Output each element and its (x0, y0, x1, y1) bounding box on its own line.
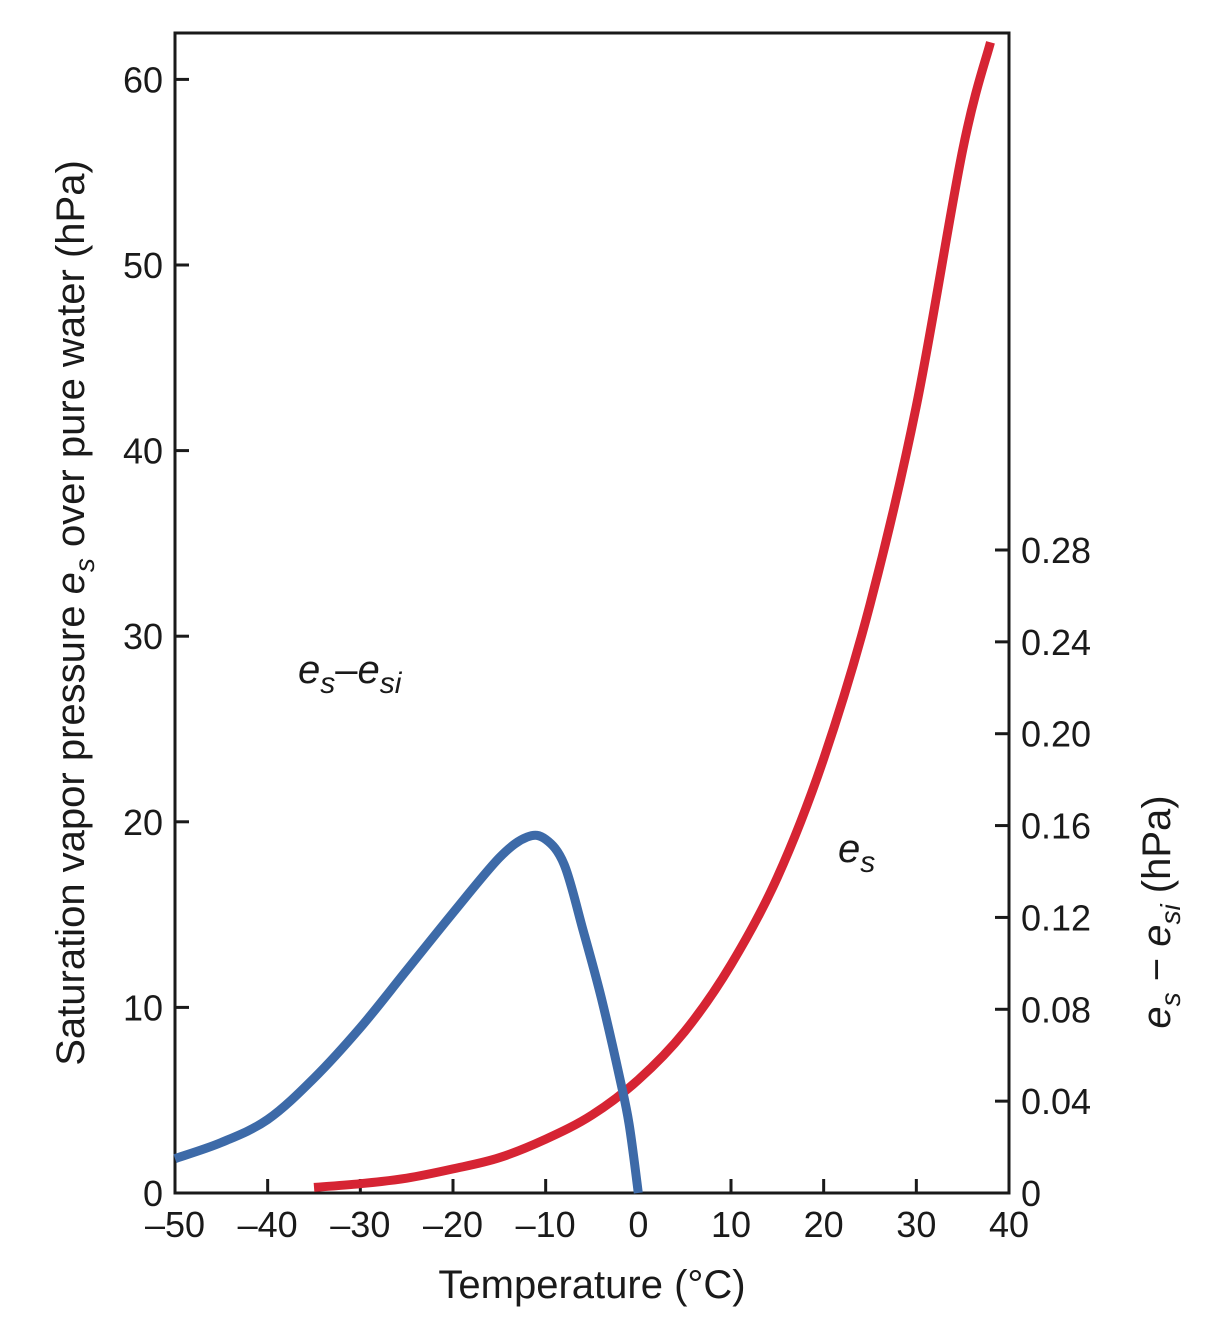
series-line-es (313, 41, 995, 1192)
y-axis-title-suffix: over pure water (hPa) (49, 160, 93, 558)
y2-axis-title-subscript2: si (1155, 904, 1186, 925)
series-label-es-minus-esi-subscript1: s (320, 667, 335, 700)
series-line-es-minus-esi (173, 830, 643, 1194)
y2-tick-label: 0.20 (1021, 714, 1091, 755)
y2-axis-title: es − esi (hPa) (1135, 795, 1186, 1028)
y-tick-label: 60 (123, 59, 163, 100)
y2-axis-title-operator: − (1135, 947, 1179, 993)
y-tick-label: 10 (123, 987, 163, 1028)
series-label-es-minus-esi-symbol1: e (298, 648, 320, 692)
x-tick-label: –40 (238, 1204, 298, 1245)
series-label-es-minus-esi-operator: – (335, 648, 358, 692)
y-axis-title-symbol: e (49, 572, 93, 594)
x-tick-label: 40 (989, 1204, 1029, 1245)
y2-tick-label: 0.28 (1021, 530, 1091, 571)
y2-tick-label: 0.08 (1021, 989, 1091, 1030)
x-tick-label: 30 (896, 1204, 936, 1245)
y-tick-label: 50 (123, 245, 163, 286)
y-axis-ticks: 0 10 20 30 40 50 60 (123, 59, 189, 1214)
y2-tick-label: 0.12 (1021, 897, 1091, 938)
y2-tick-label: 0.04 (1021, 1081, 1091, 1122)
series-lines (173, 41, 995, 1194)
y-tick-label: 40 (123, 431, 163, 472)
y-tick-label: 0 (143, 1173, 163, 1214)
x-tick-label: 20 (804, 1204, 844, 1245)
series-label-es-minus-esi-symbol2: e (358, 648, 380, 692)
y2-tick-label: 0.16 (1021, 806, 1091, 847)
y2-axis-title-symbol2: e (1135, 925, 1179, 947)
series-label-es-subscript: s (860, 846, 875, 879)
y2-tick-label: 0 (1021, 1173, 1041, 1214)
x-tick-label: 10 (711, 1204, 751, 1245)
x-tick-label: –20 (423, 1204, 483, 1245)
plot-frame (173, 31, 1011, 1195)
x-tick-label: –50 (145, 1204, 205, 1245)
x-axis-ticks: –50 –40 –30 –20 –10 0 10 20 30 40 (145, 1179, 1029, 1245)
y2-axis-ticks: 0 0.04 0.08 0.12 0.16 0.20 0.24 0.28 (995, 530, 1091, 1214)
series-label-es: es (838, 827, 875, 879)
x-axis-title: Temperature (°C) (438, 1263, 745, 1307)
y2-axis-title-symbol1: e (1135, 1006, 1179, 1028)
y-tick-label: 30 (123, 616, 163, 657)
y2-axis-title-subscript1: s (1155, 992, 1186, 1006)
y-axis-title: Saturation vapor pressure es over pure w… (49, 160, 100, 1066)
series-label-es-minus-esi-subscript2: si (380, 667, 403, 700)
y-axis-title-subscript: s (69, 558, 100, 572)
x-tick-label: –30 (330, 1204, 390, 1245)
y2-tick-label: 0.24 (1021, 622, 1091, 663)
x-tick-label: –10 (516, 1204, 576, 1245)
series-label-es-symbol: e (838, 827, 860, 871)
x-tick-label: 0 (628, 1204, 648, 1245)
y2-axis-title-suffix: (hPa) (1135, 795, 1179, 904)
y-tick-label: 20 (123, 802, 163, 843)
y-axis-title-prefix: Saturation vapor pressure (49, 594, 93, 1065)
series-label-es-minus-esi: es–esi (298, 648, 403, 700)
